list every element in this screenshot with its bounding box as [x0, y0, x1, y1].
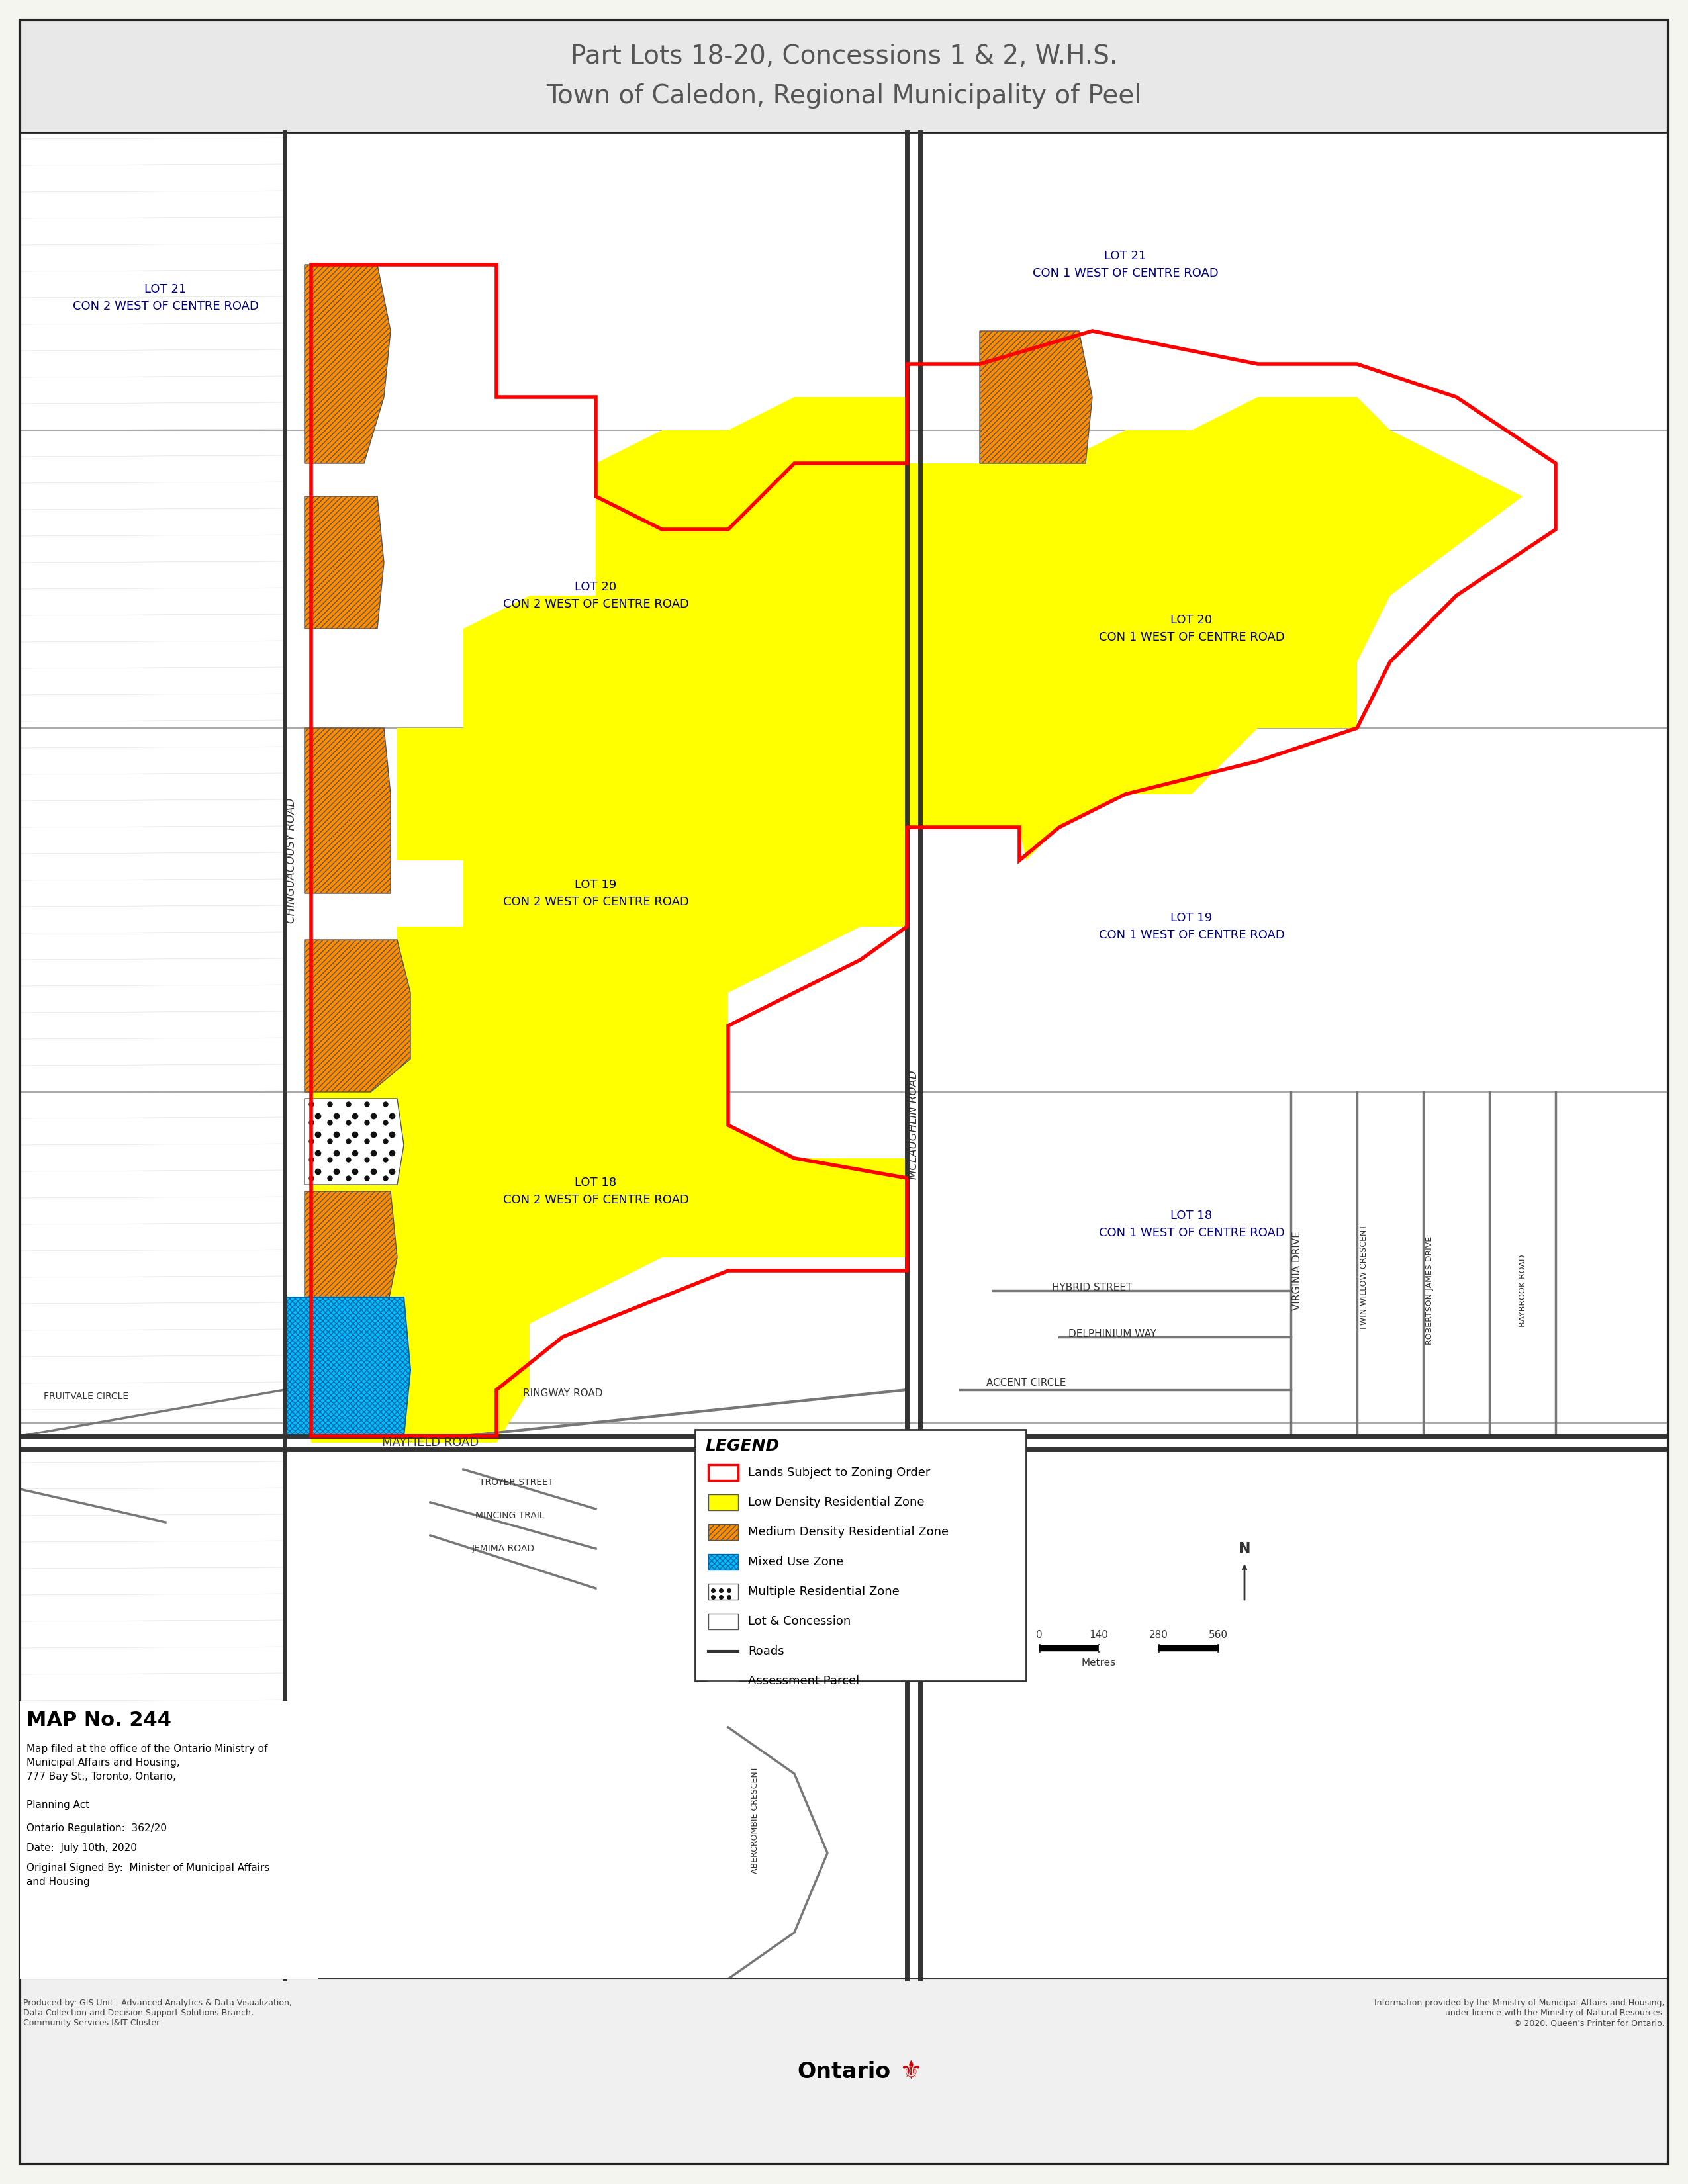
Text: Data Collection and Decision Support Solutions Branch,: Data Collection and Decision Support Sol…: [24, 2009, 253, 2018]
Text: BAYBROOK ROAD: BAYBROOK ROAD: [1518, 1254, 1528, 1326]
Polygon shape: [20, 20, 1668, 133]
Polygon shape: [311, 397, 1523, 1444]
Text: Ontario Regulation:  362/20: Ontario Regulation: 362/20: [27, 1824, 167, 1832]
Text: MAP No. 244: MAP No. 244: [27, 1710, 172, 1730]
Text: Multiple Residential Zone: Multiple Residential Zone: [748, 1586, 900, 1599]
Text: Community Services I&IT Cluster.: Community Services I&IT Cluster.: [24, 2018, 162, 2027]
Text: Information provided by the Ministry of Municipal Affairs and Housing,: Information provided by the Ministry of …: [1374, 1998, 1664, 2007]
Text: LOT 18
CON 1 WEST OF CENTRE ROAD: LOT 18 CON 1 WEST OF CENTRE ROAD: [1099, 1210, 1285, 1238]
Polygon shape: [695, 1431, 1026, 1682]
Text: TROYER STREET: TROYER STREET: [479, 1479, 554, 1487]
Text: Planning Act: Planning Act: [27, 1800, 89, 1811]
Text: Map filed at the office of the Ontario Ministry of
Municipal Affairs and Housing: Map filed at the office of the Ontario M…: [27, 1743, 268, 1782]
Text: Metres: Metres: [1082, 1658, 1116, 1669]
Text: LOT 19
CON 1 WEST OF CENTRE ROAD: LOT 19 CON 1 WEST OF CENTRE ROAD: [1099, 913, 1285, 941]
Text: 0: 0: [1036, 1629, 1043, 1640]
Text: DELPHINIUM WAY: DELPHINIUM WAY: [1069, 1328, 1156, 1339]
Text: 560: 560: [1209, 1629, 1227, 1640]
Text: LEGEND: LEGEND: [706, 1437, 780, 1455]
Text: 280: 280: [1150, 1629, 1168, 1640]
Text: Lands Subject to Zoning Order: Lands Subject to Zoning Order: [748, 1468, 930, 1479]
Text: LOT 21
CON 2 WEST OF CENTRE ROAD: LOT 21 CON 2 WEST OF CENTRE ROAD: [73, 284, 258, 312]
Polygon shape: [304, 1190, 397, 1389]
Text: JEMIMA ROAD: JEMIMA ROAD: [471, 1544, 535, 1553]
Text: Town of Caledon, Regional Municipality of Peel: Town of Caledon, Regional Municipality o…: [547, 83, 1141, 109]
Text: LOT 19
CON 2 WEST OF CENTRE ROAD: LOT 19 CON 2 WEST OF CENTRE ROAD: [503, 880, 689, 909]
Text: LOT 18
CON 2 WEST OF CENTRE ROAD: LOT 18 CON 2 WEST OF CENTRE ROAD: [503, 1177, 689, 1206]
Text: Ontario: Ontario: [797, 2060, 891, 2081]
Text: CHINGUACOUSY ROAD: CHINGUACOUSY ROAD: [285, 797, 297, 924]
Polygon shape: [285, 1297, 410, 1437]
Polygon shape: [979, 332, 1092, 463]
Polygon shape: [709, 1494, 738, 1511]
Text: Roads: Roads: [748, 1645, 785, 1658]
Polygon shape: [304, 939, 410, 1092]
Text: TWIN WILLOW CRESCENT: TWIN WILLOW CRESCENT: [1359, 1225, 1367, 1330]
Text: MCLAUGHLIN ROAD: MCLAUGHLIN ROAD: [908, 1070, 920, 1179]
Text: under licence with the Ministry of Natural Resources.: under licence with the Ministry of Natur…: [1445, 2009, 1664, 2018]
Text: ROBERTSON-JAMES DRIVE: ROBERTSON-JAMES DRIVE: [1426, 1236, 1435, 1345]
Text: Low Density Residential Zone: Low Density Residential Zone: [748, 1496, 925, 1509]
Text: FRUITVALE CIRCLE: FRUITVALE CIRCLE: [44, 1391, 128, 1402]
Text: MINCING TRAIL: MINCING TRAIL: [474, 1511, 544, 1520]
Text: Mixed Use Zone: Mixed Use Zone: [748, 1555, 844, 1568]
Polygon shape: [304, 727, 390, 893]
Polygon shape: [709, 1614, 738, 1629]
Text: Date:  July 10th, 2020: Date: July 10th, 2020: [27, 1843, 137, 1852]
Text: N: N: [1239, 1542, 1251, 1555]
Polygon shape: [304, 264, 390, 463]
Polygon shape: [20, 1701, 317, 1979]
Text: MAYFIELD ROAD: MAYFIELD ROAD: [381, 1437, 479, 1448]
Text: Assessment Parcel: Assessment Parcel: [748, 1675, 859, 1686]
Polygon shape: [304, 496, 383, 629]
Text: Original Signed By:  Minister of Municipal Affairs
and Housing: Original Signed By: Minister of Municipa…: [27, 1863, 270, 1887]
Polygon shape: [20, 1979, 1668, 2164]
Text: LOT 20
CON 2 WEST OF CENTRE ROAD: LOT 20 CON 2 WEST OF CENTRE ROAD: [503, 581, 689, 609]
Polygon shape: [20, 133, 1668, 1979]
Polygon shape: [20, 1979, 1668, 2164]
Text: HYBRID STREET: HYBRID STREET: [1052, 1282, 1133, 1293]
Text: RINGWAY ROAD: RINGWAY ROAD: [523, 1389, 603, 1398]
Text: ABERCROMBIE CRESCENT: ABERCROMBIE CRESCENT: [751, 1767, 760, 1874]
Text: Lot & Concession: Lot & Concession: [748, 1616, 851, 1627]
Text: LOT 20
CON 1 WEST OF CENTRE ROAD: LOT 20 CON 1 WEST OF CENTRE ROAD: [1099, 614, 1285, 642]
Text: Part Lots 18-20, Concessions 1 & 2, W.H.S.: Part Lots 18-20, Concessions 1 & 2, W.H.…: [571, 44, 1117, 70]
Polygon shape: [709, 1555, 738, 1570]
Polygon shape: [709, 1524, 738, 1540]
Text: VIRGINIA DRIVE: VIRGINIA DRIVE: [1293, 1232, 1303, 1310]
Text: LOT 21
CON 1 WEST OF CENTRE ROAD: LOT 21 CON 1 WEST OF CENTRE ROAD: [1033, 251, 1219, 280]
Text: ACCENT CIRCLE: ACCENT CIRCLE: [986, 1378, 1065, 1389]
Polygon shape: [709, 1465, 738, 1481]
Text: Produced by: GIS Unit - Advanced Analytics & Data Visualization,: Produced by: GIS Unit - Advanced Analyti…: [24, 1998, 292, 2007]
Polygon shape: [709, 1583, 738, 1599]
Text: © 2020, Queen's Printer for Ontario.: © 2020, Queen's Printer for Ontario.: [1514, 2018, 1664, 2027]
Text: ⚜: ⚜: [898, 2060, 922, 2084]
Text: 140: 140: [1089, 1629, 1109, 1640]
Polygon shape: [304, 1099, 403, 1184]
Text: Medium Density Residential Zone: Medium Density Residential Zone: [748, 1527, 949, 1538]
